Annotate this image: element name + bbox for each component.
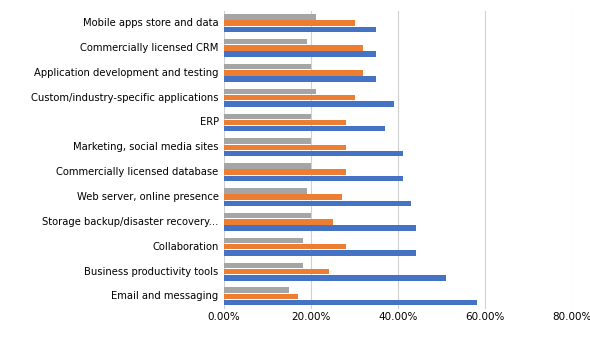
Bar <box>224 263 303 268</box>
Bar <box>224 219 333 225</box>
Bar <box>224 188 307 193</box>
Bar <box>224 288 290 293</box>
Bar <box>224 51 376 57</box>
Bar <box>224 163 312 169</box>
Bar <box>224 120 346 125</box>
Bar <box>224 244 346 250</box>
Bar <box>224 64 312 69</box>
Bar <box>224 144 346 150</box>
Bar <box>224 20 355 26</box>
Bar <box>224 275 446 280</box>
Bar <box>224 176 402 181</box>
Bar <box>224 213 312 218</box>
Bar <box>224 114 312 119</box>
Bar <box>224 225 415 231</box>
Legend: 2019, 2018, 2017: 2019, 2018, 2017 <box>304 354 492 355</box>
Bar <box>224 70 363 76</box>
Bar <box>224 151 402 156</box>
Bar <box>224 269 329 274</box>
Bar <box>224 238 303 243</box>
Bar <box>224 126 385 131</box>
Bar <box>224 95 355 100</box>
Bar <box>224 294 298 299</box>
Bar <box>224 138 312 144</box>
Bar <box>224 194 342 200</box>
Bar <box>224 76 376 82</box>
Bar <box>224 27 376 32</box>
Bar <box>224 14 316 20</box>
Bar <box>224 201 411 206</box>
Bar <box>224 300 477 305</box>
Bar <box>224 39 307 44</box>
Bar <box>224 101 394 106</box>
Bar <box>224 169 346 175</box>
Bar <box>224 250 415 256</box>
Bar <box>224 45 363 51</box>
Bar <box>224 89 316 94</box>
